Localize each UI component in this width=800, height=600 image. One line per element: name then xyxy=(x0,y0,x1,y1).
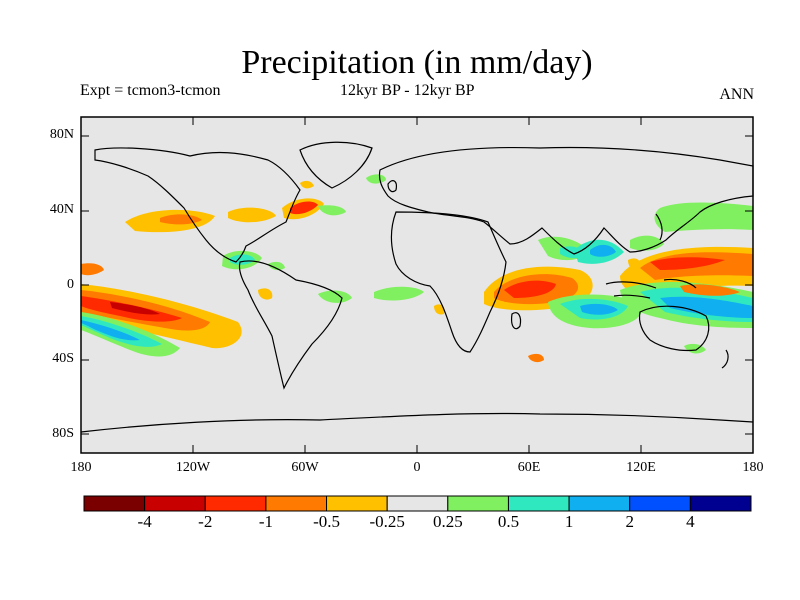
colorbar-label: -0.5 xyxy=(313,512,340,531)
anomaly-region xyxy=(630,235,664,251)
colorbar-swatch xyxy=(144,495,206,512)
anomaly-region xyxy=(290,201,318,215)
colorbar-swatch xyxy=(507,495,570,512)
lat-ticks xyxy=(81,135,753,435)
coastline-australia xyxy=(638,305,710,352)
lon-tick-label: 60E xyxy=(517,460,541,475)
anomaly-region xyxy=(268,261,285,271)
colorbar-swatch xyxy=(265,495,328,512)
colorbar-label: -0.25 xyxy=(369,512,405,531)
anomaly-region xyxy=(374,286,424,301)
anomaly-region xyxy=(318,290,352,303)
anomaly-region xyxy=(258,288,273,300)
anomaly-region xyxy=(590,244,616,257)
lat-tick-label: 0 xyxy=(67,277,74,292)
colorbar-swatch xyxy=(83,495,146,512)
lon-tick-label: 120E xyxy=(626,460,656,475)
colorbar-swatch xyxy=(629,495,691,512)
colorbar-swatch xyxy=(386,495,449,512)
lon-tick-label: 180 xyxy=(70,460,92,475)
colorbar-label: 1 xyxy=(564,512,574,531)
coastline-antarctica xyxy=(80,412,754,433)
experiment-label: Expt = tcmon3-tcmon xyxy=(80,82,221,99)
lat-tick-label: 80S xyxy=(52,426,74,441)
anomaly-region xyxy=(528,353,544,363)
lat-tick-label: 40N xyxy=(49,202,74,217)
coastline-eurasia xyxy=(378,146,754,255)
season-label: ANN xyxy=(719,86,754,103)
precip-anomaly-shading xyxy=(81,174,753,363)
coastline-japan xyxy=(655,213,663,241)
colorbar-swatch xyxy=(689,495,752,512)
colorbar-label: -2 xyxy=(198,512,213,531)
colorbar-label: 2 xyxy=(625,512,634,531)
coastline-new-zealand xyxy=(721,349,729,369)
lon-tick-label: 0 xyxy=(413,460,421,475)
anomaly-region xyxy=(318,205,346,216)
lat-tick-label: 80N xyxy=(49,127,74,142)
colorbar-label: 0.5 xyxy=(497,512,520,531)
coastlines xyxy=(80,141,754,433)
colorbar-swatch xyxy=(204,495,267,512)
colorbar-label: 4 xyxy=(686,512,695,531)
lon-ticks xyxy=(192,117,642,453)
coastline-indonesia xyxy=(605,278,697,299)
anomaly-region xyxy=(660,296,753,318)
period-label: 12kyr BP - 12kyr BP xyxy=(340,82,475,99)
colorbar-label: -4 xyxy=(137,512,152,531)
anomaly-region xyxy=(81,320,140,341)
lat-tick-label: 40S xyxy=(52,351,74,366)
coastline-africa xyxy=(390,211,507,353)
colorbar-swatch xyxy=(326,495,388,512)
lon-tick-label: 120W xyxy=(175,460,211,475)
anomaly-region xyxy=(110,302,160,315)
anomaly-region xyxy=(650,257,725,270)
anomaly-region xyxy=(654,202,753,232)
colorbar-label: 0.25 xyxy=(432,512,463,531)
anomaly-region xyxy=(160,214,202,225)
map-title: Precipitation (in mm/day) xyxy=(241,44,593,81)
coastline-uk xyxy=(387,180,397,193)
anomaly-region xyxy=(81,263,104,276)
anomaly-region xyxy=(580,303,618,315)
anomaly-region xyxy=(434,304,445,315)
lon-tick-label: 60W xyxy=(291,460,319,475)
colorbar-swatch xyxy=(568,495,631,512)
coastline-north-america xyxy=(94,147,301,263)
colorbar-label: -1 xyxy=(258,512,273,531)
coastline-madagascar xyxy=(511,312,522,330)
anomaly-region xyxy=(81,316,162,347)
coastline-greenland xyxy=(299,141,373,189)
colorbar xyxy=(83,495,752,512)
anomaly-region xyxy=(300,180,314,189)
anomaly-region xyxy=(228,207,276,223)
colorbar-swatch xyxy=(447,495,509,512)
lon-tick-label: 180 xyxy=(742,460,764,475)
coastline-south-america xyxy=(238,260,343,390)
anomaly-region xyxy=(504,280,556,298)
